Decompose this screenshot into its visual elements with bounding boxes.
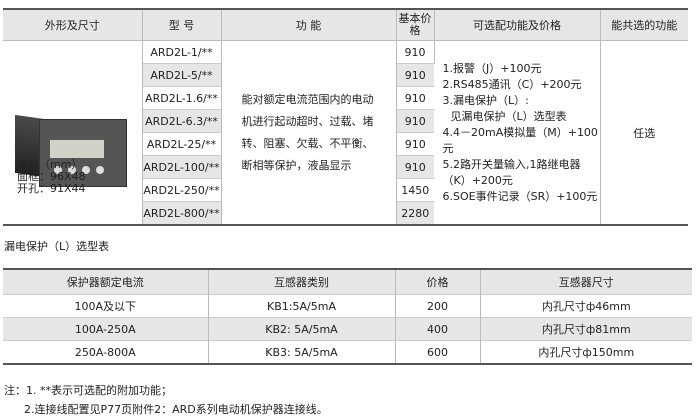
cell: 400 bbox=[395, 317, 481, 341]
header-options: 可选配功能及价格 bbox=[434, 9, 601, 41]
option-line: 5.2路开关量输入,1路继电器 bbox=[442, 157, 581, 171]
function-line: 能对额定电流范围内的电动 bbox=[241, 92, 374, 106]
dim-frame: 面框：96X48 bbox=[17, 170, 86, 183]
cell: KB2: 5A/5mA bbox=[208, 317, 396, 341]
model-cell: ARD2L-800/** bbox=[142, 201, 222, 226]
option-line: 3.漏电保护（L）: bbox=[442, 93, 529, 107]
table-row: 100A-250A KB2: 5A/5mA 400 内孔尺寸ф81mm bbox=[3, 317, 692, 341]
function-cell: 能对额定电流范围内的电动 机进行起动超时、过载、堵 转、阻塞、欠载、不平衡、 断… bbox=[221, 40, 397, 225]
product-table: 外形及尺寸 型 号 功 能 基本价格 可选配功能及价格 能共选的功能 单位（mm… bbox=[3, 8, 688, 226]
price-cell: 1450 bbox=[396, 178, 434, 202]
cell: 内孔尺寸ф150mm bbox=[480, 340, 692, 364]
price-cell: 910 bbox=[396, 109, 434, 133]
device-image bbox=[15, 114, 127, 187]
combinable-cell: 任选 bbox=[633, 126, 656, 140]
option-line: 6.SOE事件记录（SR）+100元 bbox=[442, 189, 598, 203]
cell: 250A-800A bbox=[3, 340, 209, 364]
cell: 内孔尺寸ф81mm bbox=[480, 317, 692, 341]
model-cell: ARD2L-100/** bbox=[142, 155, 222, 179]
note-2: 2.连接线配置见P77页附件2：ARD系列电动机保护器连接线。 bbox=[24, 403, 328, 416]
leakage-table-title: 漏电保护（L）选型表 bbox=[4, 240, 110, 253]
price-cell: 910 bbox=[396, 40, 435, 64]
cell: 600 bbox=[395, 340, 481, 364]
leakage-table: 保护器额定电流 互感器类别 价格 互感器尺寸 100A及以下 KB1:5A/5mA… bbox=[3, 268, 692, 365]
cell: KB1:5A/5mA bbox=[208, 294, 396, 318]
price-cell: 910 bbox=[396, 86, 434, 110]
options-cell: 1.报警（J）+100元 2.RS485通讯（C）+200元 3.漏电保护（L）… bbox=[434, 40, 601, 225]
model-cell: ARD2L-5/** bbox=[142, 63, 222, 87]
cell: 100A及以下 bbox=[3, 294, 209, 318]
note-1: 注：1. **表示可选配的附加功能； bbox=[4, 384, 172, 397]
header-transformer-size: 互感器尺寸 bbox=[480, 269, 692, 295]
option-line: 见漏电保护（L）选型表 bbox=[450, 109, 567, 123]
model-cell: ARD2L-6.3/** bbox=[142, 109, 222, 133]
dim-cutout: 开孔：91X44 bbox=[17, 182, 86, 195]
header-price: 价格 bbox=[395, 269, 481, 295]
option-line: 2.RS485通讯（C）+200元 bbox=[442, 77, 582, 91]
price-cell: 910 bbox=[396, 63, 434, 87]
cell: 200 bbox=[395, 294, 481, 318]
shape-cell: 单位（mm） 面框：96X48 开孔：91X44 bbox=[3, 40, 143, 225]
header-model: 型 号 bbox=[142, 9, 222, 41]
price-cell: 2280 bbox=[396, 201, 434, 226]
header-rated-current: 保护器额定电流 bbox=[3, 269, 209, 295]
price-cell: 910 bbox=[396, 155, 434, 179]
function-line: 断相等保护，液晶显示 bbox=[241, 158, 352, 172]
function-line: 转、阻塞、欠载、不平衡、 bbox=[241, 136, 374, 150]
model-cell: ARD2L-25/** bbox=[142, 132, 222, 156]
model-cell: ARD2L-1.6/** bbox=[142, 86, 222, 110]
price-cell: 910 bbox=[396, 132, 434, 156]
model-cell: ARD2L-250/** bbox=[142, 178, 222, 202]
header-transformer-type: 互感器类别 bbox=[208, 269, 396, 295]
header-shape: 外形及尺寸 bbox=[3, 9, 143, 41]
header-price: 基本价格 bbox=[396, 9, 435, 41]
option-line: 4.4－20mA模拟量（M）+100元 bbox=[442, 125, 598, 155]
table-row: 100A及以下 KB1:5A/5mA 200 内孔尺寸ф46mm bbox=[3, 294, 692, 318]
header-function: 功 能 bbox=[221, 9, 397, 41]
cell: 内孔尺寸ф46mm bbox=[480, 294, 692, 318]
option-line: （K）+200元 bbox=[442, 173, 513, 187]
dim-unit: 单位（mm） bbox=[17, 158, 83, 171]
cell: 100A-250A bbox=[3, 317, 209, 341]
option-line: 1.报警（J）+100元 bbox=[442, 61, 542, 75]
header-combinable: 能共选的功能 bbox=[600, 9, 688, 41]
cell: KB3: 5A/5mA bbox=[208, 340, 396, 364]
function-line: 机进行起动超时、过载、堵 bbox=[241, 114, 374, 128]
model-cell: ARD2L-1/** bbox=[142, 40, 222, 64]
table-row: 250A-800A KB3: 5A/5mA 600 内孔尺寸ф150mm bbox=[3, 340, 692, 364]
